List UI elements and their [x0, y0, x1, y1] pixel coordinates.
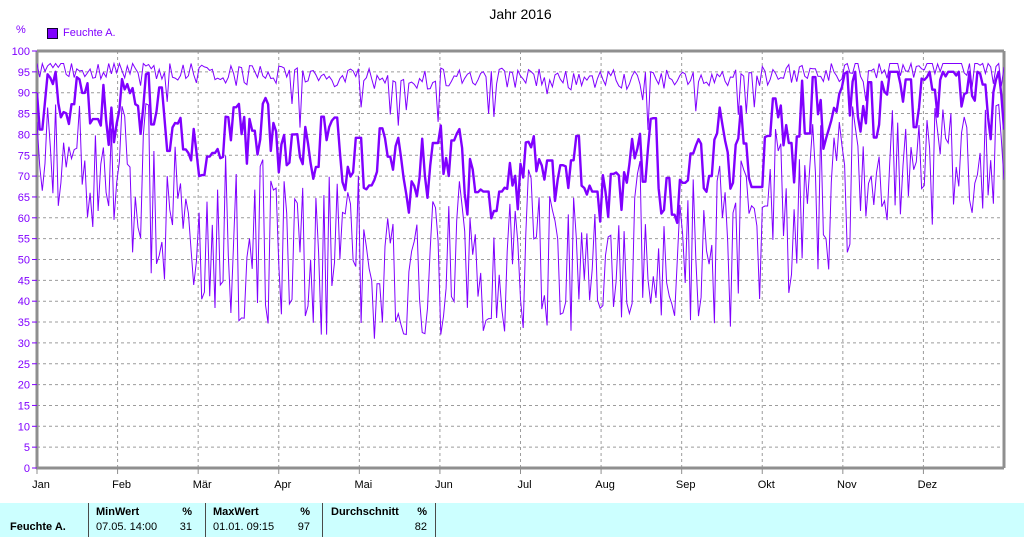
month-label: Jul — [517, 479, 531, 491]
y-tick-label: 50 — [18, 255, 30, 267]
series-daily-mean-line — [37, 70, 1004, 225]
legend-label: Feuchte A. — [63, 27, 116, 39]
maxwert-value: 97 — [297, 521, 310, 533]
minwert-datetime: 07.05. 14:00 — [96, 521, 158, 533]
y-tick-label: 10 — [18, 421, 30, 433]
minwert-header: MinWert — [96, 506, 140, 518]
y-tick-label: 20 — [18, 380, 30, 392]
humidity-line-chart: 0 5 10 15 20 25 30 35 40 45 50 55 60 65 70 75 80 85 90 95 10… — [12, 46, 1006, 491]
maxwert-datetime: 01.01. 09:15 — [213, 521, 275, 533]
y-tick-label: 15 — [18, 400, 30, 412]
month-label: Nov — [837, 479, 857, 491]
series-daily-max-line — [37, 61, 1004, 130]
month-label: Jan — [32, 479, 50, 491]
month-label: Aug — [595, 479, 615, 491]
maxwert-unit: % — [300, 506, 310, 518]
y-tick-label: 35 — [18, 317, 30, 329]
y-tick-label: 65 — [18, 192, 30, 204]
month-label: Apr — [274, 479, 291, 491]
stats-name-column: Feuchte A. — [0, 503, 88, 537]
stats-empty-column — [435, 503, 1024, 537]
y-tick-label: 90 — [18, 88, 30, 100]
y-tick-label: 40 — [18, 296, 30, 308]
y-tick-label: 60 — [18, 213, 30, 225]
legend-swatch-icon — [47, 27, 58, 39]
month-label: Okt — [758, 479, 775, 491]
month-label: Sep — [676, 479, 696, 491]
y-tick-label: 75 — [18, 150, 30, 162]
minwert-unit: % — [182, 506, 192, 518]
stats-row-label: Feuchte A. — [10, 521, 66, 533]
month-label: Mai — [354, 479, 372, 491]
y-tick-label: 95 — [18, 67, 30, 79]
y-tick-label: 5 — [24, 442, 30, 454]
y-tick-label: 100 — [12, 46, 30, 58]
month-label: Jun — [435, 479, 453, 491]
stats-column-durchschnitt: Durchschnitt % 82 — [322, 503, 435, 537]
durchschnitt-header: Durchschnitt — [331, 506, 399, 518]
minwert-value: 31 — [179, 521, 192, 533]
page-title: Jahr 2016 — [489, 6, 552, 22]
y-tick-label: 55 — [18, 234, 30, 246]
y-tick-label: 45 — [18, 275, 30, 287]
legend: Feuchte A. — [47, 27, 116, 39]
durchschnitt-unit: % — [417, 506, 427, 518]
durchschnitt-value: 82 — [414, 521, 427, 533]
y-tick-label: 25 — [18, 359, 30, 371]
stats-column-maxwert: MaxWert % 01.01. 09:15 97 — [205, 503, 322, 537]
y-axis-unit-label: % — [16, 24, 26, 36]
y-tick-label: 0 — [24, 463, 30, 475]
month-label: Dez — [918, 479, 938, 491]
series-daily-min-line — [37, 103, 1004, 339]
maxwert-header: MaxWert — [213, 506, 259, 518]
stats-table: Feuchte A. MinWert % 07.05. 14:00 31 Max… — [0, 503, 1024, 537]
month-label: Feb — [112, 479, 131, 491]
y-tick-label: 85 — [18, 109, 30, 121]
month-label: Mär — [193, 479, 212, 491]
y-tick-label: 70 — [18, 171, 30, 183]
y-tick-label: 80 — [18, 129, 30, 141]
stats-column-minwert: MinWert % 07.05. 14:00 31 — [88, 503, 205, 537]
y-tick-label: 30 — [18, 338, 30, 350]
